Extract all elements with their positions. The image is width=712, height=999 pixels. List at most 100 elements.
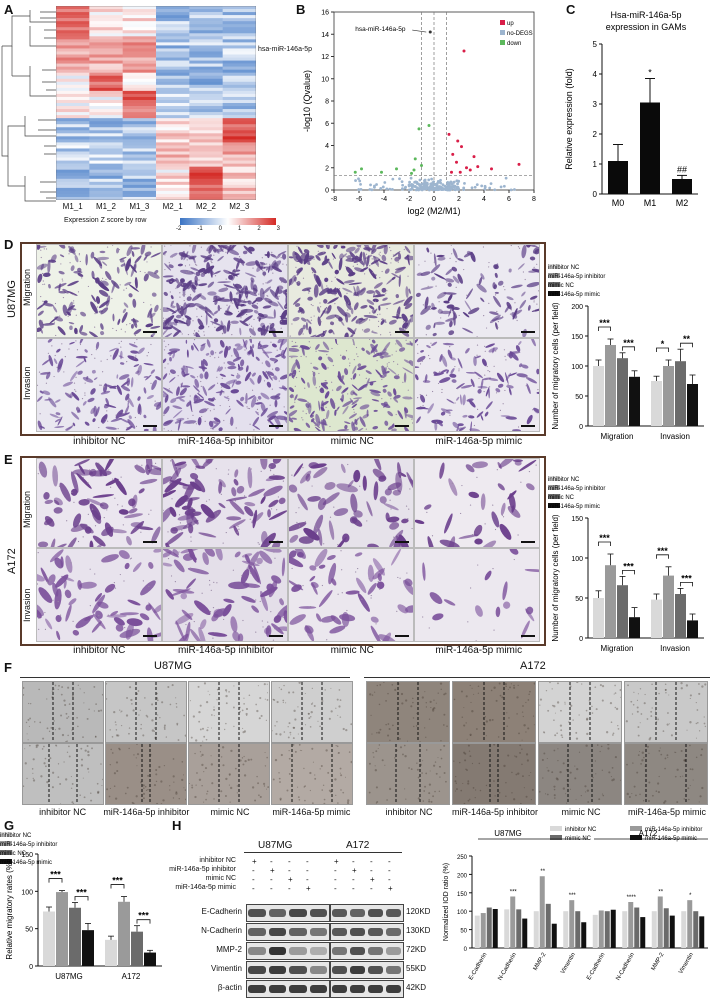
volcano-point-nodegs (357, 177, 360, 181)
heatmap-cell (156, 33, 190, 37)
panel-label-e: E (4, 452, 13, 467)
heatmap-cell (222, 27, 256, 31)
legend-tick: -1 (197, 226, 203, 232)
heatmap-cell (56, 60, 90, 64)
bar (640, 102, 660, 194)
y-tick-label: 100 (571, 556, 583, 563)
heatmap-cell (122, 75, 157, 80)
y-tick-label: 200 (571, 304, 583, 311)
heatmap-cell (156, 9, 190, 13)
heatmap-cell (89, 78, 123, 83)
heatmap-cell (122, 163, 157, 167)
bar (617, 585, 628, 638)
wb-band (289, 947, 307, 955)
cell-line-label-a172: A172 (6, 548, 18, 574)
heatmap-cell (122, 36, 157, 40)
wb-sign: + (370, 875, 375, 884)
micrograph-image (162, 458, 288, 548)
significance-mark: **** (627, 895, 637, 901)
legend-tick: 0 (218, 226, 222, 232)
heatmap-cell (122, 103, 157, 107)
significance-mark: *** (138, 911, 149, 921)
heatmap-cell (122, 127, 157, 131)
heatmap-cell (222, 103, 256, 107)
heatmap-cell (122, 51, 157, 55)
heatmap-cell (56, 109, 90, 113)
heatmap-cell (89, 157, 123, 161)
heatmap-cell (222, 78, 256, 83)
heatmap-cell (122, 12, 157, 16)
y-tick-label: 2 (325, 165, 329, 172)
heatmap-cell (56, 36, 90, 40)
volcano-plot: -8 -6 -4 -2 0 2 4 6 8 0 2 4 6 8 10 12 14 16 hsa-miR-146a-5… (302, 10, 536, 217)
legend-label: inhibitor NC (548, 265, 580, 271)
heatmap-cell (222, 112, 256, 116)
volcano-point-down (380, 170, 383, 174)
heatmap-cell (56, 54, 90, 58)
x-tick-label: E-Cadherin (586, 952, 606, 981)
significance-mark: * (661, 339, 665, 349)
heatmap-cell (222, 18, 256, 22)
wb-sign: - (388, 866, 391, 875)
heatmap-cell (89, 175, 123, 180)
heatmap-cell (156, 133, 190, 137)
bar (622, 911, 628, 948)
heatmap-cell (122, 39, 157, 43)
heatmap-cell (89, 121, 123, 125)
volcano-point-nodegs (357, 188, 361, 191)
volcano-point-nodegs (379, 186, 383, 190)
significance-bracket (680, 582, 693, 587)
volcano-point-nodegs (418, 178, 422, 182)
scratch-lines (453, 682, 535, 742)
heatmap-cell (189, 172, 223, 177)
heatmap-cell (56, 184, 90, 189)
heatmap-cell (56, 142, 90, 146)
volcano-point-nodegs (441, 187, 444, 191)
volcano-point-nodegs (359, 182, 362, 186)
heatmap-cell (189, 190, 223, 195)
heatmap-cell (89, 96, 123, 101)
y-tick-label: 0 (464, 947, 468, 953)
wb-treatment-label: inhibitor NC (199, 857, 236, 864)
scratch-lines (272, 682, 352, 742)
heatmap-cell (222, 51, 256, 55)
wb-sign: - (352, 884, 355, 893)
scale-bar (521, 425, 535, 427)
heatmap-cell (156, 21, 190, 25)
volcano-point-nodegs (489, 182, 493, 186)
heatmap-cell (156, 36, 190, 40)
volcano-point-nodegs (368, 188, 372, 191)
scale-bar (521, 635, 535, 637)
wb-band (386, 909, 401, 917)
legend-swatch (548, 494, 560, 499)
heatmap-cell (56, 39, 90, 43)
volcano-point-nodegs (480, 184, 484, 188)
volcano-point-down (412, 168, 416, 172)
heatmap-cell (222, 109, 256, 113)
bar (56, 892, 68, 966)
wb-band (289, 966, 307, 974)
heatmap-cell (56, 160, 90, 164)
bar (699, 916, 705, 948)
heatmap-cell (89, 27, 123, 31)
micrograph-cells (163, 339, 287, 431)
heatmap-cell (89, 133, 123, 137)
scale-bar (269, 425, 283, 427)
heatmap-cell (56, 193, 90, 198)
y-tick-label: 100 (457, 910, 468, 916)
wb-sign: - (370, 866, 373, 875)
heatmap-cell (89, 99, 123, 104)
y-tick-label: 12 (321, 54, 329, 61)
legend-swatch (548, 291, 560, 296)
heatmap-cell (156, 72, 190, 77)
scale-bar (521, 541, 535, 543)
volcano-point-down (413, 157, 417, 161)
heatmap-cell (222, 169, 256, 174)
heatmap-cell (189, 160, 223, 164)
condition-label: miR-146a-5p inhibitor (177, 645, 274, 656)
heatmap-cell (222, 96, 256, 101)
volcano-point-highlight (428, 30, 432, 34)
heatmap-cell (122, 124, 157, 128)
volcano-point-down (410, 171, 413, 175)
y-tick-label: 2 (593, 130, 598, 139)
